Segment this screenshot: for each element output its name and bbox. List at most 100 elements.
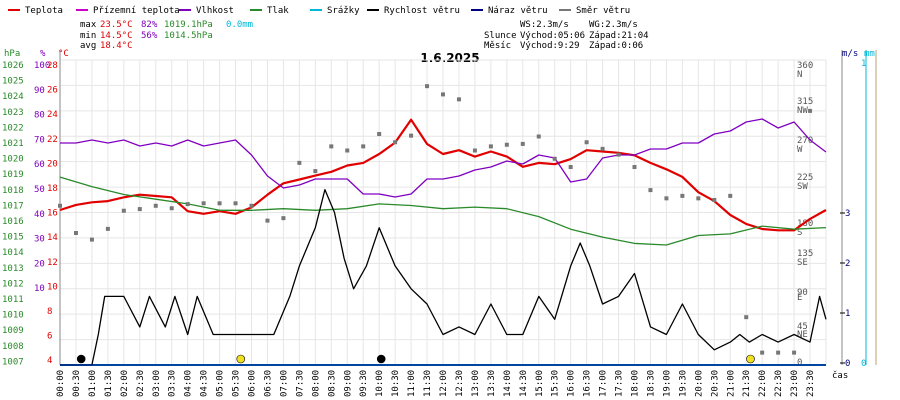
axis-direction-tick: NW: [797, 106, 808, 116]
axis-ms-tick: 0: [845, 359, 850, 369]
stat-min-hum: 56%: [141, 31, 158, 41]
axis-time-tick: 17:30: [615, 370, 625, 397]
direction-point: [760, 350, 765, 355]
axis-direction-tick: N: [797, 70, 802, 80]
axis-hpa-tick: 1014: [2, 248, 24, 258]
axis-percent-tick: 100: [34, 61, 50, 71]
axis-time-tick: 12:00: [439, 370, 449, 397]
axis-time-tick: 01:00: [88, 370, 98, 397]
axis-hpa-tick: 1009: [2, 326, 24, 336]
axis-percent-tick: 50: [34, 185, 45, 195]
axis-hpa-tick: 1023: [2, 108, 24, 118]
axis-time-tick: 03:00: [152, 370, 162, 397]
axis-hpa-unit: hPa: [4, 49, 20, 59]
axis-direction-tick: 0: [797, 358, 802, 368]
axis-time-tick: 00:00: [56, 370, 66, 397]
axis-celsius-tick: 20: [47, 159, 58, 169]
axis-time-tick: 13:00: [471, 370, 481, 397]
axis-time-tick: 07:00: [279, 370, 289, 397]
direction-point: [664, 196, 669, 201]
axis-hpa-tick: 1017: [2, 201, 24, 211]
axis-percent-tick: 10: [34, 284, 45, 294]
marker-sun-set: [746, 354, 755, 364]
direction-point: [472, 148, 477, 153]
markers: [76, 354, 755, 364]
axis-celsius-tick: 12: [47, 258, 58, 268]
direction-point: [377, 132, 382, 136]
direction-point: [297, 160, 302, 165]
axis-celsius-tick: 26: [47, 86, 58, 96]
axis-hpa-tick: 1008: [2, 342, 24, 352]
axis-celsius-tick: 10: [47, 282, 58, 292]
legend-label: Náraz větru: [488, 6, 548, 16]
axis-time-tick: 23:00: [790, 370, 800, 397]
axis-time-tick: 19:30: [678, 370, 688, 397]
axis-hpa-tick: 1025: [2, 77, 24, 87]
direction-point: [201, 201, 206, 206]
direction-point: [153, 203, 158, 208]
stat-max-rain: 0.0mm: [226, 20, 253, 30]
axis-time-tick: 06:30: [263, 370, 273, 397]
axis-time-tick: 15:00: [535, 370, 545, 397]
axis-hpa-tick: 1012: [2, 279, 24, 289]
direction-point: [808, 108, 813, 113]
axis-celsius-tick: 8: [47, 307, 52, 317]
direction-point: [73, 231, 78, 235]
axis-time-tick: 04:00: [184, 370, 194, 397]
direction-point: [361, 144, 366, 149]
direction-point: [58, 203, 62, 208]
axis-hpa-tick: 1021: [2, 139, 24, 149]
axis-time-tick: 05:00: [216, 370, 226, 397]
marker-sun-rise: [236, 354, 246, 364]
direction-point: [744, 315, 749, 320]
axis-time-tick: 00:30: [72, 370, 82, 397]
axis-celsius-tick: 6: [47, 332, 52, 342]
legend-label: Tlak: [267, 6, 289, 16]
direction-point: [313, 169, 318, 174]
axis-celsius-tick: 4: [47, 356, 52, 366]
axis-direction-tick: 270: [797, 136, 813, 146]
axis-direction-tick: S: [797, 228, 802, 238]
axis-celsius-tick: 24: [47, 110, 58, 120]
direction-point: [632, 165, 637, 169]
axis-hpa-tick: 1024: [2, 92, 24, 102]
direction-point: [776, 350, 781, 355]
axis-direction-tick: 225: [797, 173, 813, 183]
direction-point: [504, 142, 509, 147]
stat-max-temp: 23.5°C: [100, 20, 133, 30]
direction-point: [185, 202, 190, 207]
stat-max-press: 1019.1hPa: [164, 20, 213, 30]
axis-time-tick: 10:30: [391, 370, 401, 397]
direction-point: [456, 97, 461, 102]
axis-direction-tick: NE: [797, 330, 808, 340]
direction-point: [281, 216, 286, 221]
axis-time-tick: 17:00: [599, 370, 609, 397]
axis-time-tick: 09:30: [359, 370, 369, 397]
axis-time-tick: 02:00: [120, 370, 130, 397]
series-line: [59, 118, 827, 232]
axis-celsius-unit: °C: [58, 49, 69, 59]
direction-point: [105, 226, 110, 231]
axis-direction-tick: SW: [797, 182, 808, 192]
axis-time-tick: 20:00: [694, 370, 704, 397]
axis-hpa-tick: 1019: [2, 170, 24, 180]
axis-hpa-tick: 1011: [2, 295, 24, 305]
axis-direction-tick: 90: [797, 288, 808, 298]
direction-point: [520, 141, 525, 146]
direction-point: [89, 237, 94, 242]
axis-percent-tick: 80: [34, 111, 45, 121]
axis-time-tick: 10:00: [375, 370, 385, 397]
sun-set: Západ:21:04: [589, 31, 649, 41]
direction-point: [488, 144, 493, 149]
direction-point: [233, 201, 238, 206]
direction-point: [169, 206, 174, 211]
axis-time-tick: 11:30: [423, 370, 433, 397]
axis-hpa-tick: 1013: [2, 264, 24, 274]
direction-point: [345, 148, 350, 153]
axis-time-tick: 04:30: [200, 370, 210, 397]
legend-label: Vlhkost: [196, 6, 234, 16]
direction-point: [600, 146, 605, 151]
axis-mm-tick: 1: [861, 59, 866, 69]
